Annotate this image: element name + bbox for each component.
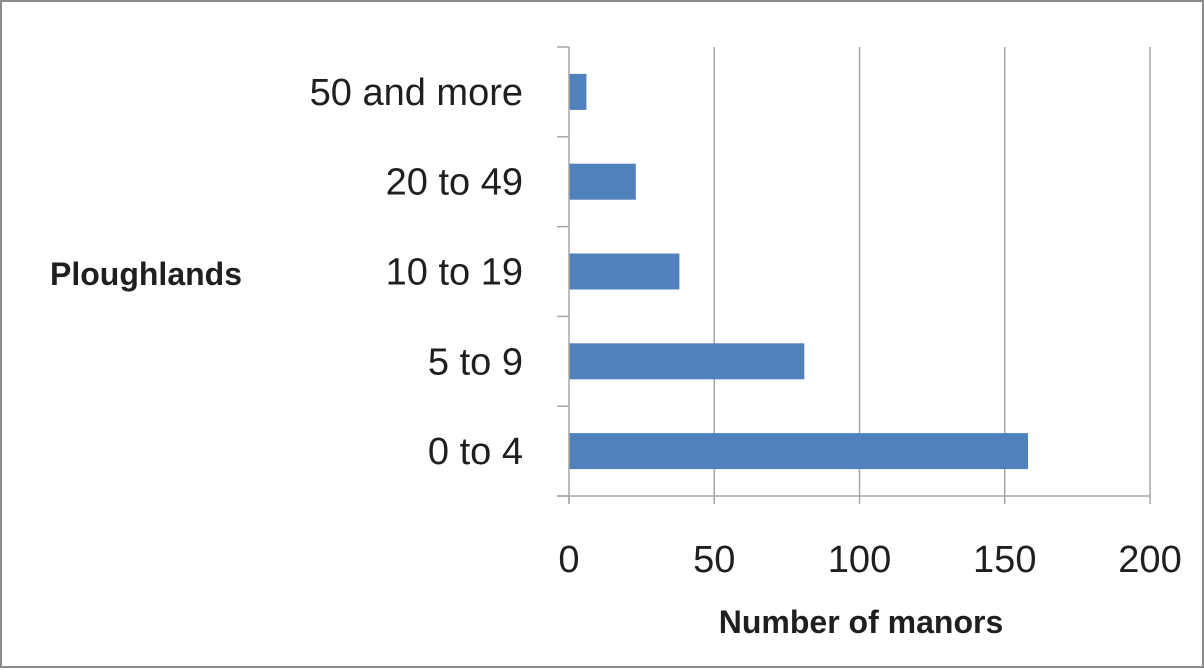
- x-tick-label-200: 200: [1118, 539, 1181, 581]
- x-axis-title: Number of manors: [719, 604, 1003, 640]
- x-tick-label-50: 50: [693, 539, 735, 581]
- category-label-5-to-9: 5 to 9: [428, 341, 523, 383]
- bar-20-to-49: [569, 163, 636, 200]
- bars: [569, 73, 1028, 470]
- bar-5-to-9: [569, 343, 805, 380]
- gridlines: [713, 47, 1151, 496]
- bar-0-to-4: [569, 433, 1028, 470]
- x-tick-label-150: 150: [973, 539, 1036, 581]
- category-label-0-to-4: 0 to 4: [428, 431, 523, 473]
- category-label-50-and-more: 50 and more: [310, 72, 523, 114]
- y-axis-title: Ploughlands: [50, 256, 242, 292]
- category-label-10-to-19: 10 to 19: [386, 252, 523, 294]
- x-tick-label-0: 0: [558, 539, 579, 581]
- category-label-20-to-49: 20 to 49: [386, 162, 523, 204]
- axes: [557, 46, 1151, 504]
- x-tick-label-100: 100: [828, 539, 891, 581]
- bar-10-to-19: [569, 253, 680, 290]
- bar-50-and-more: [569, 73, 587, 110]
- labels: 0 50 100 150 200 0 to 4 5 to 9 10 to 19 20 to 49…: [310, 72, 1182, 581]
